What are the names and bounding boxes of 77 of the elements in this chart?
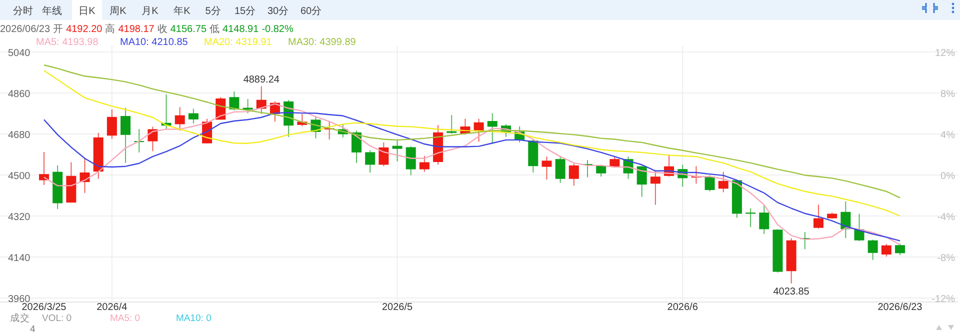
candlestick	[636, 165, 647, 198]
x-tick-label: 2026/6	[667, 302, 698, 313]
text: 高	[105, 23, 116, 35]
text: 低	[210, 24, 220, 35]
y-tick-label: 4320	[8, 212, 31, 223]
candlestick	[474, 118, 484, 142]
candlestick	[229, 90, 240, 111]
text: 年线	[42, 5, 62, 17]
candlestick	[542, 156, 552, 180]
text: 4156.75	[170, 24, 207, 35]
text: 成交	[10, 312, 30, 324]
text: VOL: 0	[42, 313, 72, 324]
candlestick	[895, 243, 905, 256]
text: 年K	[174, 5, 191, 17]
x-tick-label: 2026/4	[96, 302, 128, 313]
candlestick	[188, 108, 198, 124]
x-tick-label: 2026/3/25	[22, 302, 67, 313]
y2-tick-label: -8%	[937, 253, 956, 264]
y-tick-label: 4140	[8, 253, 31, 264]
text: 30分	[267, 5, 289, 17]
candlestick	[174, 106, 185, 132]
line-series	[43, 70, 901, 217]
y2-tick-label: -4%	[937, 212, 956, 223]
candlestick	[365, 150, 376, 174]
candlestick	[392, 139, 402, 162]
text: 4192.20	[66, 24, 103, 35]
candlestick	[120, 107, 131, 164]
candlestick	[378, 142, 389, 167]
text: MA5: 0	[110, 313, 140, 324]
text: -0.82%	[262, 24, 294, 35]
y2-tick-label: 8%	[940, 89, 956, 100]
y2-tick-label: 12%	[934, 48, 956, 59]
y2-tick-label: 4%	[940, 130, 956, 141]
y-tick-label: 4500	[8, 171, 31, 182]
candlestick	[406, 146, 416, 176]
y-tick-label: 4860	[8, 89, 31, 100]
candlestick	[568, 163, 579, 186]
text: 周K	[110, 6, 127, 17]
candlestick	[759, 205, 770, 234]
text: 4148.91	[222, 24, 260, 35]
candlestick	[487, 112, 498, 144]
text: MA5: 4193.98	[36, 37, 99, 48]
x-tick-label: 2026/5	[382, 302, 413, 313]
x-tick-label: 2026/6/23	[878, 302, 923, 313]
candlestick	[555, 156, 566, 184]
text: 开	[53, 24, 64, 35]
text: 15分	[234, 5, 256, 17]
text: 60分	[300, 5, 322, 17]
candlestick	[106, 108, 117, 140]
text: 月K	[142, 6, 159, 17]
annotation: 4023.85	[773, 286, 810, 298]
text: 分时	[13, 5, 33, 17]
text: MA20: 4319.91	[204, 37, 272, 48]
annotation: 4889.24	[243, 74, 280, 86]
candlestick	[446, 114, 457, 134]
candlestick	[419, 155, 430, 172]
y2-tick-label: 0%	[940, 171, 956, 182]
line-series	[43, 64, 901, 198]
text: 收	[157, 24, 168, 35]
candlestick	[650, 171, 660, 206]
text: 4198.17	[118, 24, 155, 35]
text: MA10: 0	[176, 313, 212, 324]
text: 2026/06/23	[0, 24, 50, 35]
text: 4	[30, 324, 36, 335]
y-tick-label: 5040	[8, 48, 31, 59]
y2-tick-label: -12%	[932, 294, 956, 305]
candlestick	[704, 174, 715, 192]
text: 日K	[78, 6, 96, 17]
candlestick	[718, 171, 728, 193]
y-tick-label: 4680	[8, 130, 31, 141]
candlestick	[868, 239, 878, 260]
text: MA30: 4399.89	[288, 37, 356, 48]
candlestick	[148, 126, 158, 152]
text: 5分	[205, 5, 221, 17]
text: MA10: 4210.85	[120, 37, 188, 48]
candlestick	[881, 244, 892, 258]
candlestick	[813, 204, 824, 230]
